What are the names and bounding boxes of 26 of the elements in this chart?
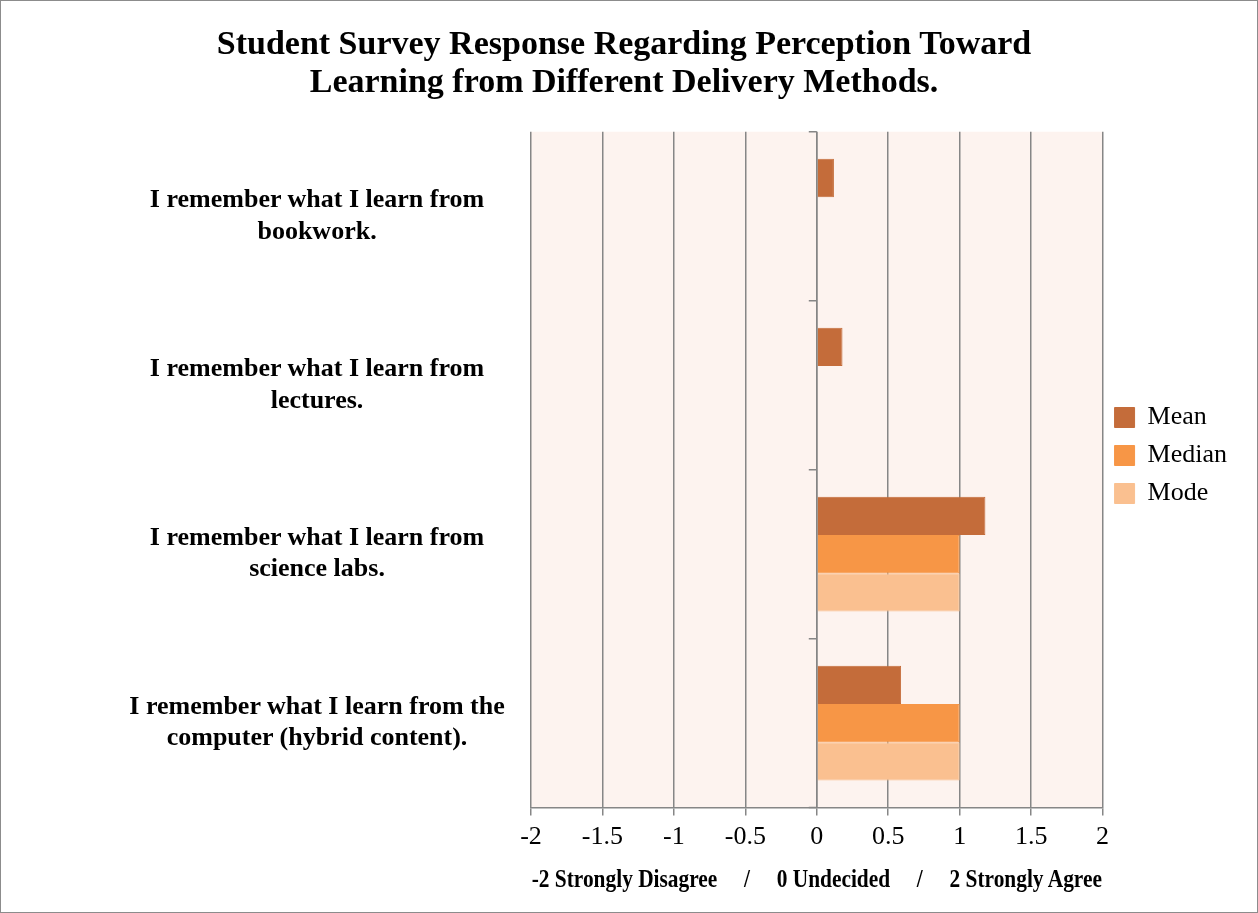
bar xyxy=(817,742,960,781)
x-tick-label: 2 xyxy=(1096,821,1110,851)
x-tick-label: 0 xyxy=(810,821,824,851)
chart-title: Student Survey Response Regarding Perception Toward Learning from Different Delivery Methods. xyxy=(216,24,1032,99)
x-axis-title: -2 Strongly Disagree / 0 Undecided / 2 Strongly Agree xyxy=(531,864,1102,893)
x-tick-label: -2 xyxy=(520,821,542,851)
legend-label: Mode xyxy=(1147,477,1209,507)
bar xyxy=(817,496,986,536)
y-tick-label: I remember what I learn from the computer (hybrid content). xyxy=(129,691,505,752)
y-tick-label: I remember what I learn from lectures. xyxy=(149,353,485,414)
bar xyxy=(817,665,902,704)
legend-label: Mean xyxy=(1147,401,1207,431)
legend-label: Median xyxy=(1147,439,1227,469)
x-tick-label: -0.5 xyxy=(724,821,766,851)
x-tick-label: 1 xyxy=(953,821,967,851)
y-tick-label: I remember what I learn from bookwork. xyxy=(149,184,485,245)
x-tick-label: 1.5 xyxy=(1014,821,1048,851)
bar xyxy=(817,158,834,198)
bar xyxy=(817,535,960,574)
y-tick-label: I remember what I learn from science labs. xyxy=(149,522,485,583)
bar xyxy=(817,327,843,367)
bar xyxy=(817,703,960,743)
x-tick-label: -1 xyxy=(663,821,685,851)
bar xyxy=(817,573,960,612)
x-tick-label: -1.5 xyxy=(581,821,624,851)
x-tick-label: 0.5 xyxy=(871,821,905,851)
